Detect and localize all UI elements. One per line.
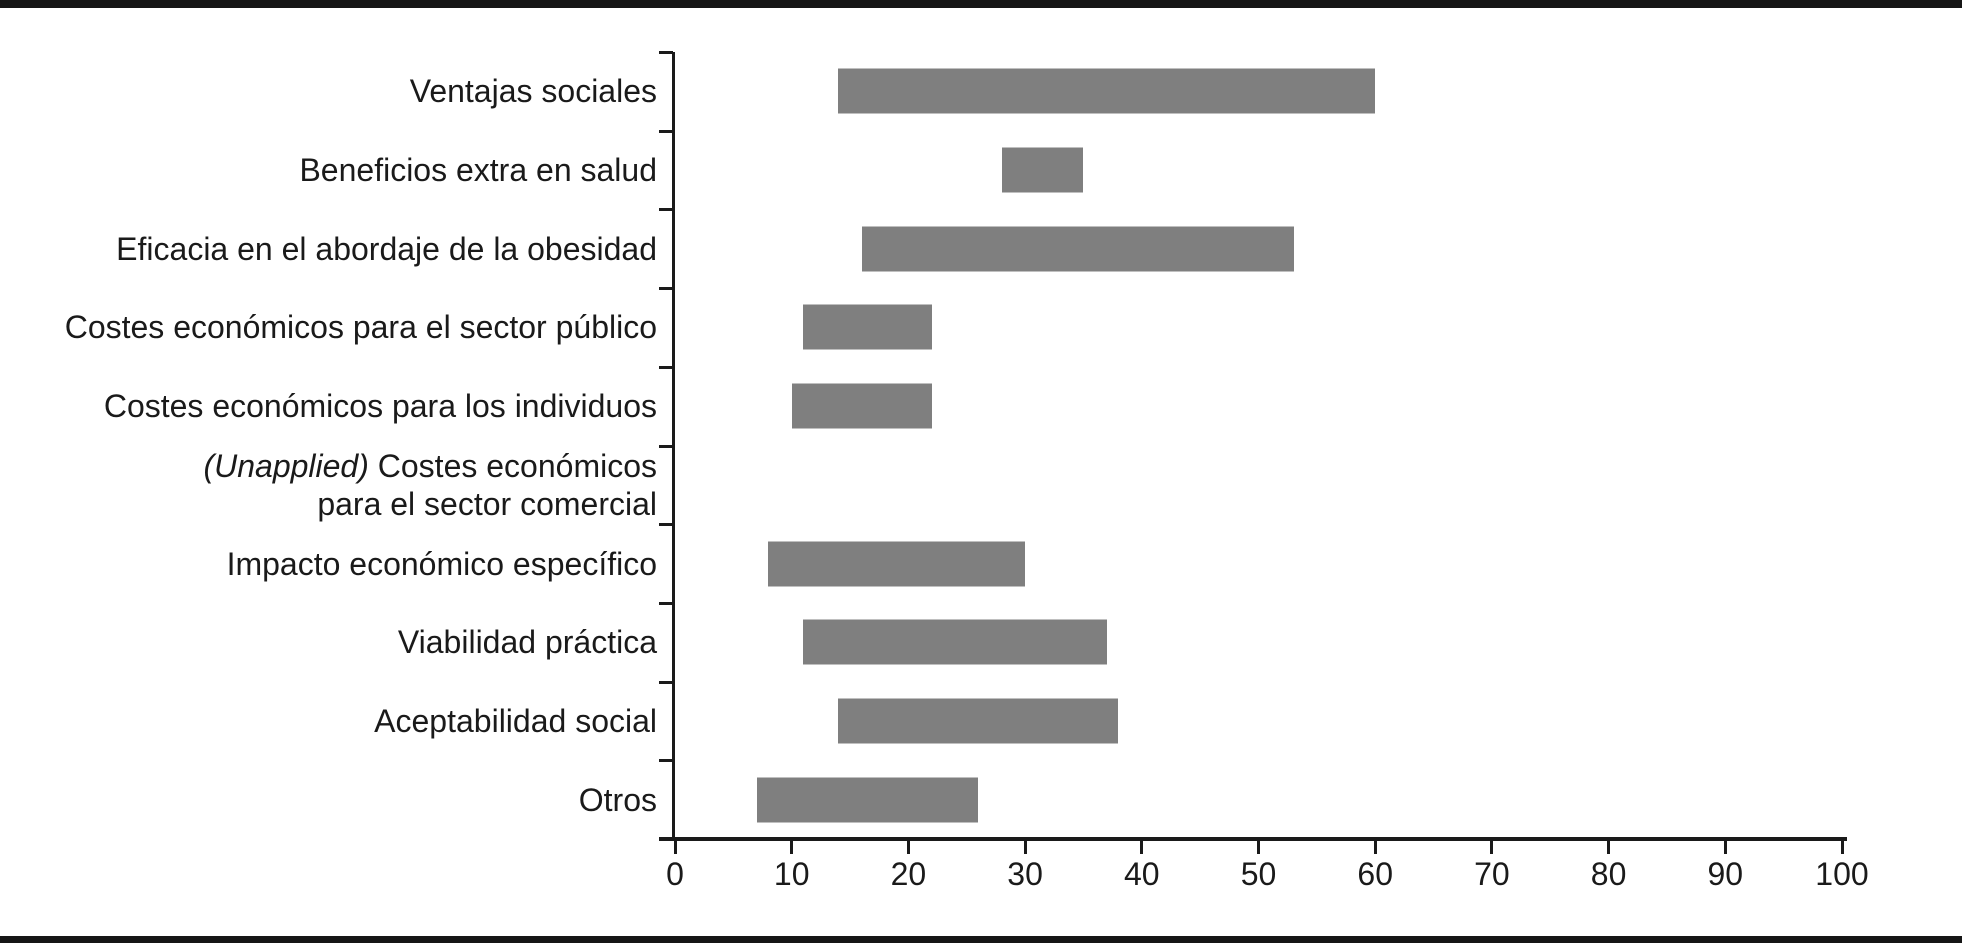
x-axis-tick	[790, 841, 794, 854]
y-axis-tick	[659, 601, 673, 605]
category-label-line2: para el sector comercial	[317, 485, 657, 522]
x-axis-tick-label: 90	[1707, 856, 1744, 892]
figure-top-rule	[0, 0, 1962, 8]
category-label: Aceptabilidad social	[0, 682, 657, 761]
category-label: Eficacia en el abordaje de la obesidad	[0, 209, 657, 288]
x-axis-tick-label: 20	[890, 856, 927, 892]
range-bar	[838, 698, 1119, 744]
category-label-line1: Impacto económico específico	[227, 545, 657, 583]
category-row: Beneficios extra en salud	[0, 131, 1962, 210]
category-label-text: Beneficios extra en salud	[299, 152, 657, 189]
category-row: (Unapplied) Costes económicos para el se…	[0, 446, 1962, 525]
x-axis-tick-label: 60	[1357, 856, 1393, 892]
y-axis-tick	[659, 444, 673, 448]
category-label: Costes económicos para los individuos	[0, 367, 657, 446]
x-axis-tick-label: 0	[666, 856, 684, 892]
x-axis-line	[659, 837, 1847, 841]
category-label-text: Costes económicos para los individuos	[103, 388, 657, 425]
category-label: Impacto económico específico	[0, 524, 657, 603]
category-label: Ventajas sociales	[0, 52, 657, 131]
range-bar	[791, 383, 932, 429]
x-axis-tick-label: 30	[1007, 856, 1043, 892]
category-label-text: Ventajas sociales	[409, 73, 657, 110]
x-axis-tick	[1607, 841, 1611, 854]
category-label: Costes económicos para el sector público	[0, 288, 657, 367]
category-label-line1: Viabilidad práctica	[398, 623, 657, 661]
range-bar	[861, 226, 1294, 272]
y-axis-tick	[659, 759, 673, 763]
category-label-text: Viabilidad práctica	[397, 624, 657, 661]
category-row: Ventajas sociales	[0, 52, 1962, 131]
x-axis-tick	[1723, 841, 1727, 854]
y-axis-tick	[659, 51, 673, 54]
category-label-text: Costes económicos	[368, 447, 657, 484]
y-axis-tick	[659, 680, 673, 684]
category-label-line1: Costes económicos para el sector público	[65, 308, 657, 346]
category-label-line1: Eficacia en el abordaje de la obesidad	[116, 230, 657, 268]
range-bar	[756, 777, 979, 823]
range-bar	[1001, 147, 1084, 193]
category-row: Viabilidad práctica	[0, 603, 1962, 682]
category-row: Costes económicos para los individuos	[0, 367, 1962, 446]
x-axis-tick-label: 70	[1474, 856, 1510, 892]
category-label-line1: Costes económicos para los individuos	[104, 387, 657, 425]
category-label-line1: Ventajas sociales	[410, 72, 657, 110]
range-bar	[803, 304, 932, 350]
x-axis-tick-label: 50	[1240, 856, 1277, 892]
x-axis-tick-label: 10	[773, 856, 810, 892]
y-axis-tick	[659, 129, 673, 133]
x-axis-tick	[1257, 841, 1260, 854]
category-label: Otros	[0, 760, 657, 839]
category-label-line1: (Unapplied) Costes económicos	[203, 447, 657, 485]
x-axis-tick	[906, 841, 910, 854]
category-row: Otros	[0, 760, 1962, 839]
y-axis-tick	[659, 365, 673, 369]
category-label-text: Otros	[578, 781, 657, 818]
category-label-text: Costes económicos para el sector público	[64, 309, 657, 346]
range-bar	[838, 68, 1376, 114]
category-row: Eficacia en el abordaje de la obesidad	[0, 209, 1962, 288]
x-axis-tick	[1023, 841, 1027, 854]
range-bar	[803, 619, 1107, 665]
x-axis-tick	[1490, 841, 1494, 854]
range-bar	[768, 541, 1026, 587]
category-label-prefix: (Unapplied)	[203, 447, 369, 484]
x-axis-tick	[1140, 841, 1144, 854]
category-row: Costes económicos para el sector público	[0, 288, 1962, 367]
category-label: (Unapplied) Costes económicos para el se…	[0, 446, 657, 525]
category-row: Aceptabilidad social	[0, 682, 1962, 761]
category-label-text: Impacto económico específico	[226, 545, 657, 582]
y-axis-tick	[659, 208, 673, 212]
x-axis-tick	[1840, 841, 1844, 854]
category-label-line1: Beneficios extra en salud	[299, 151, 657, 189]
y-axis-line	[672, 52, 675, 839]
figure-bottom-rule	[0, 936, 1962, 943]
x-axis-tick-label: 40	[1124, 856, 1160, 892]
category-label: Viabilidad práctica	[0, 603, 657, 682]
x-axis-tick-label: 80	[1590, 856, 1627, 892]
category-label-line1: Aceptabilidad social	[374, 702, 657, 740]
category-label: Beneficios extra en salud	[0, 131, 657, 210]
x-axis-tick	[673, 841, 677, 854]
y-axis-tick	[659, 523, 673, 527]
y-axis-tick	[659, 287, 673, 291]
x-axis-tick	[1373, 841, 1377, 854]
category-label-line1: Otros	[579, 781, 657, 819]
category-row: Impacto económico específico	[0, 524, 1962, 603]
category-label-text: Aceptabilidad social	[374, 702, 657, 739]
x-axis-tick-label: 100	[1815, 856, 1869, 892]
category-label-text: Eficacia en el abordaje de la obesidad	[116, 230, 657, 267]
